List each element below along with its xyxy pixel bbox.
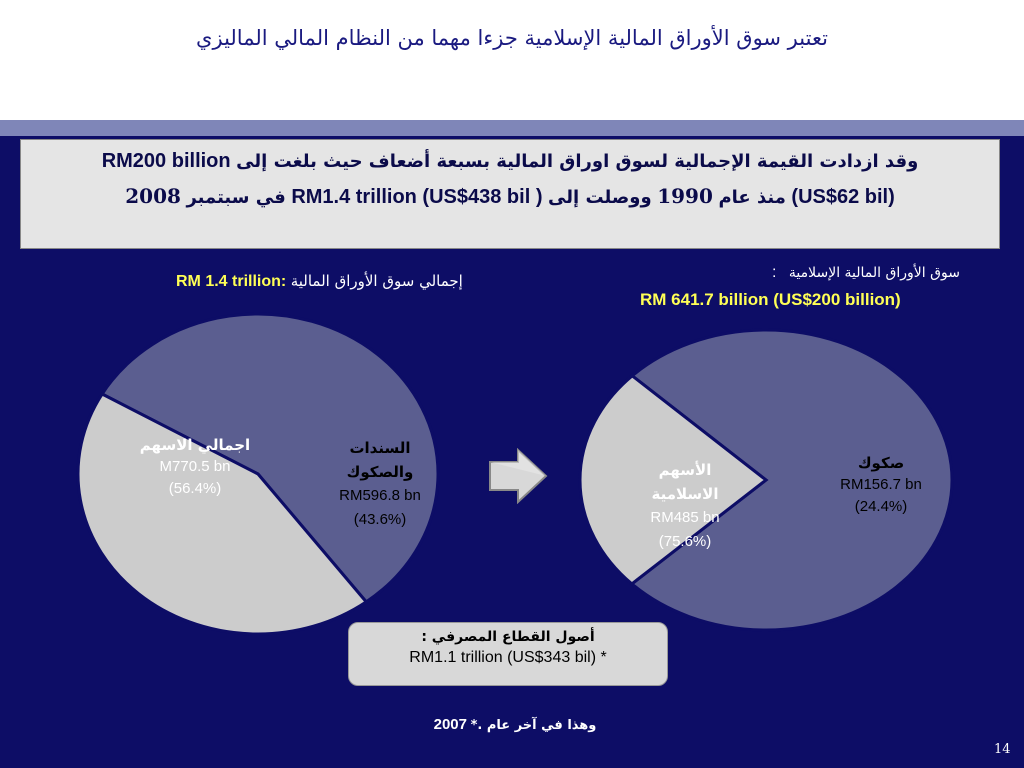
title-area: تعتبر سوق الأوراق المالية الإسلامية جزءا…: [0, 0, 1024, 120]
right-slice-1-name-line2: الاسلامية: [651, 485, 719, 503]
right-slice-2-name: صكوك: [857, 454, 905, 472]
left-chart-value: RM 1.4 trillion:: [176, 273, 287, 290]
highlight-reached: ووصلت إلى: [548, 187, 652, 208]
highlight-year-1990: 1990: [657, 184, 713, 208]
right-slice-1-name-line1: الأسهم: [658, 461, 712, 479]
slide-title: تعتبر سوق الأوراق المالية الإسلامية جزءا…: [196, 26, 828, 50]
left-slice-2-name-line1: السندات: [349, 439, 411, 457]
right-slice-2-percent: (24.4%): [854, 498, 908, 515]
left-slice-2-name-line2: والصكوك: [346, 463, 414, 481]
right-slice-2-amount: RM156.7 bn: [840, 476, 922, 493]
left-slice-1-label: اجمالي الاسهم M770.5 bn (56.4%): [120, 434, 270, 500]
banking-assets-box: أصول القطاع المصرفي : RM1.1 trillion (US…: [348, 622, 668, 686]
left-slice-2-amount: RM596.8 bn: [339, 487, 421, 504]
left-slice-1-amount: M770.5 bn: [159, 458, 231, 475]
highlight-year-2008: 2008: [125, 184, 181, 208]
highlight-line-2: 2008 في سبتمبر RM1.4 trillion (US$438 bi…: [21, 184, 999, 209]
highlight-amount-62: (US$62 bil): [791, 186, 895, 208]
banking-assets-label: أصول القطاع المصرفي :: [421, 629, 595, 645]
right-slice-1-amount: RM485 bn: [650, 509, 720, 526]
right-slice-1-label: الأسهم الاسلامية RM485 bn (75.6%): [620, 458, 750, 554]
left-slice-1-percent: (56.4%): [168, 480, 222, 497]
highlight-in-september: في سبتمبر: [186, 187, 286, 208]
right-arrow-icon: [489, 448, 548, 504]
right-chart-caption-label-row: : سوق الأوراق المالية الإسلامية: [772, 264, 960, 282]
right-slice-2-label: صكوك RM156.7 bn (24.4%): [816, 452, 946, 518]
highlight-amount-1-4t: RM1.4 trillion (US$438 bil ): [291, 186, 543, 208]
left-slice-2-label: السندات والصكوك RM596.8 bn (43.6%): [310, 436, 450, 532]
page-number: 14: [994, 742, 1011, 757]
footnote-text: وهذا في آخر عام .*: [470, 718, 597, 733]
right-chart-value: RM 641.7 billion (US$200 billion): [640, 290, 901, 309]
highlight-since: منذ عام: [718, 187, 786, 208]
right-slice-1-percent: (75.6%): [658, 533, 712, 550]
right-chart-label: سوق الأوراق المالية الإسلامية: [788, 265, 960, 281]
left-slice-1-name: اجمالي الاسهم: [139, 436, 251, 454]
footnote: 2007 وهذا في آخر عام .*: [0, 716, 1024, 733]
highlight-arabic-1: وقد ازدادت القيمة الإجمالية لسوق اوراق ا…: [236, 151, 919, 172]
left-chart-caption: RM 1.4 trillion: إجمالي سوق الأوراق الما…: [176, 272, 463, 291]
highlight-line-1: RM200 billion وقد ازدادت القيمة الإجمالي…: [21, 150, 999, 173]
banking-assets-value: RM1.1 trillion (US$343 bil) *: [409, 649, 607, 666]
header-band: [0, 120, 1024, 136]
footnote-year: 2007: [433, 716, 467, 733]
highlight-box: RM200 billion وقد ازدادت القيمة الإجمالي…: [20, 139, 1000, 249]
right-chart-colon: :: [772, 264, 777, 281]
left-chart-label: إجمالي سوق الأوراق المالية: [290, 272, 463, 290]
highlight-amount-200: RM200 billion: [101, 150, 231, 172]
left-slice-2-percent: (43.6%): [353, 511, 407, 528]
